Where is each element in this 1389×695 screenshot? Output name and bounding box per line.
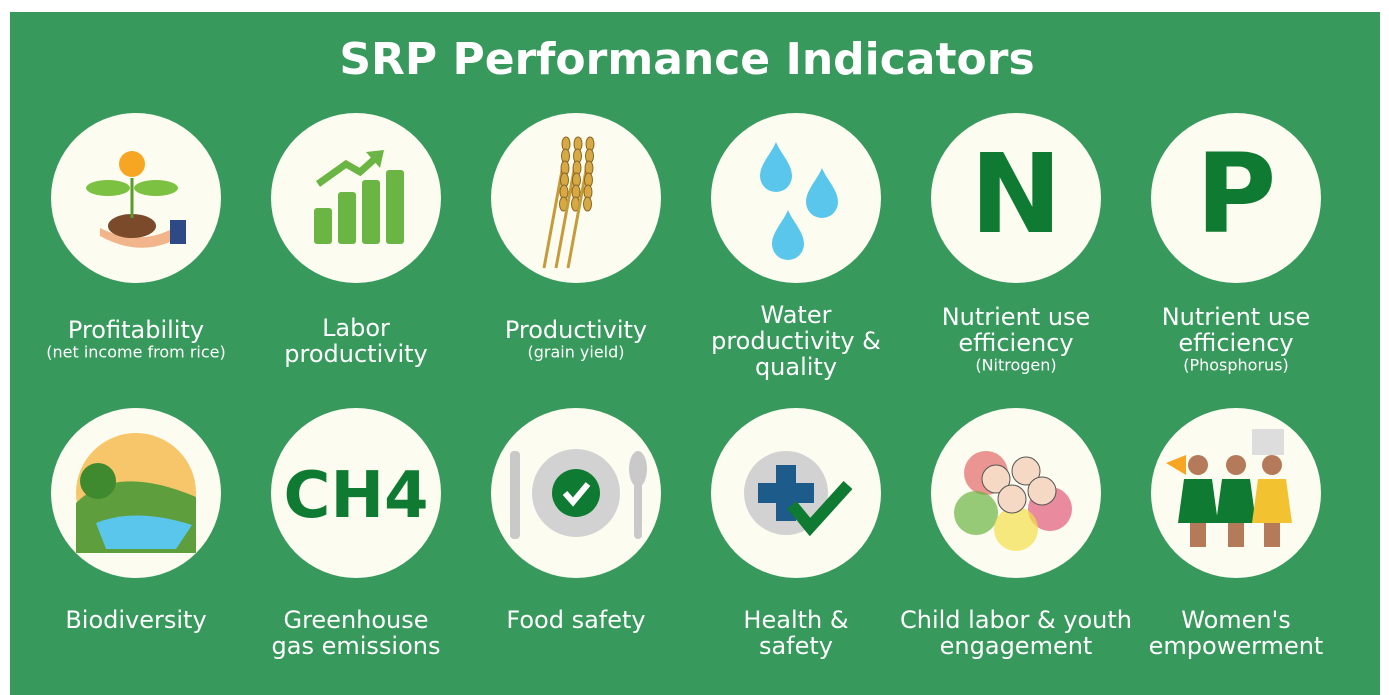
splash — [994, 507, 1038, 551]
indicator: Productivity(grain yield) — [491, 113, 661, 362]
face — [997, 484, 1027, 514]
bar-icon — [386, 170, 404, 244]
icon-circle — [271, 408, 441, 578]
label-sub: (Phosphorus) — [1183, 356, 1289, 375]
face — [981, 464, 1011, 494]
label-line: efficiency — [958, 329, 1073, 357]
icon-text: CH4 — [283, 459, 428, 533]
label-line: Greenhouse — [283, 606, 428, 634]
legs — [1228, 523, 1244, 547]
label-line: Child labor & youth — [900, 606, 1132, 634]
bar-icon — [362, 180, 380, 244]
icon-circle — [711, 113, 881, 283]
legs — [1190, 523, 1206, 547]
bar-icon — [314, 208, 332, 244]
grain — [583, 196, 592, 212]
label-line: productivity — [284, 340, 427, 368]
label-line: productivity & — [711, 327, 881, 355]
splash — [954, 491, 998, 535]
cross — [758, 465, 814, 521]
leaf — [134, 180, 178, 196]
label-line: Food safety — [506, 606, 645, 634]
label-line: Nutrient use — [1162, 303, 1311, 331]
spoon — [629, 451, 647, 487]
indicator: Health &safety — [711, 408, 881, 660]
icon-letter: N — [970, 130, 1062, 258]
coin — [119, 151, 145, 177]
megaphone — [1166, 455, 1186, 475]
drop — [760, 142, 792, 192]
icon-circle — [1151, 113, 1321, 283]
leaf — [86, 180, 130, 196]
label-line: efficiency — [1178, 329, 1293, 357]
indicator: Food safety — [491, 408, 661, 634]
label-sub: (grain yield) — [527, 343, 624, 362]
indicator: Biodiversity — [51, 408, 221, 634]
head — [1226, 455, 1246, 475]
label-sub: (net income from rice) — [46, 343, 226, 362]
label-line: gas emissions — [272, 632, 441, 660]
head — [1188, 455, 1208, 475]
drop — [772, 210, 804, 260]
check-bg — [552, 469, 600, 517]
check — [562, 482, 591, 507]
tick — [787, 480, 853, 537]
sign — [1252, 429, 1284, 455]
label-line: engagement — [940, 632, 1093, 660]
face — [1027, 476, 1057, 506]
cuff — [170, 220, 186, 244]
lake — [96, 515, 192, 549]
indicator: Profitability(net income from rice) — [46, 113, 226, 362]
label-line: Nutrient use — [942, 303, 1091, 331]
label-line: empowerment — [1149, 632, 1324, 660]
label-line: Productivity — [505, 316, 647, 344]
label-line: quality — [755, 353, 837, 381]
label-line: Labor — [322, 314, 390, 342]
arrow — [315, 153, 381, 187]
label-line: Water — [761, 301, 832, 329]
label-line: Profitability — [68, 316, 204, 344]
spoon-handle — [634, 483, 642, 539]
label-line: safety — [759, 632, 833, 660]
label-line: Health & — [743, 606, 848, 634]
body — [1178, 479, 1218, 523]
head — [1262, 455, 1282, 475]
background — [10, 12, 1380, 695]
legs — [1264, 523, 1280, 547]
label-line: Biodiversity — [65, 606, 206, 634]
soil — [108, 214, 156, 238]
bar-icon — [338, 192, 356, 244]
indicators: Profitability(net income from rice) Labor… — [46, 113, 1323, 660]
arrow-head — [366, 150, 384, 168]
title: SRP Performance Indicators — [339, 34, 1034, 85]
body — [1252, 479, 1292, 523]
fork — [510, 451, 520, 539]
label-line: Women's — [1181, 606, 1290, 634]
tree — [80, 463, 116, 499]
icon-circle — [51, 113, 221, 283]
icon-letter: P — [1196, 130, 1277, 258]
face — [1011, 456, 1041, 486]
icon-circle — [931, 113, 1101, 283]
drop — [806, 168, 838, 218]
label-sub: (Nitrogen) — [975, 356, 1056, 375]
body — [1216, 479, 1256, 523]
